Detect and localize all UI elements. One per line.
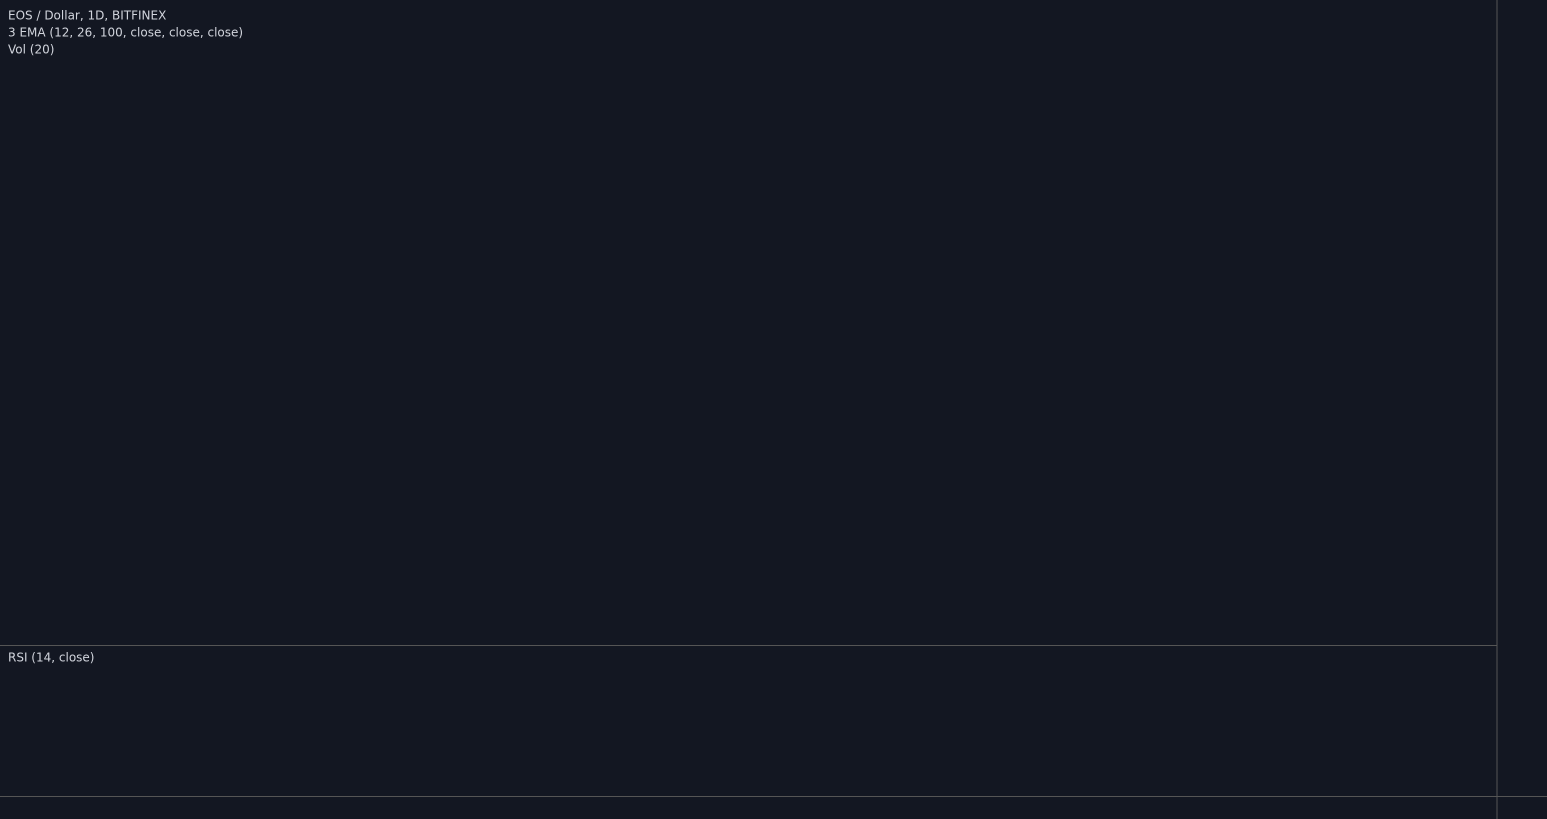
rsi-legend: RSI (14, close) — [8, 651, 94, 665]
title: EOS / Dollar, 1D, BITFINEX — [8, 9, 166, 23]
price-axis — [1497, 0, 1547, 819]
vol-legend: Vol (20) — [8, 43, 54, 57]
ema-legend: 3 EMA (12, 26, 100, close, close, close) — [8, 26, 243, 40]
